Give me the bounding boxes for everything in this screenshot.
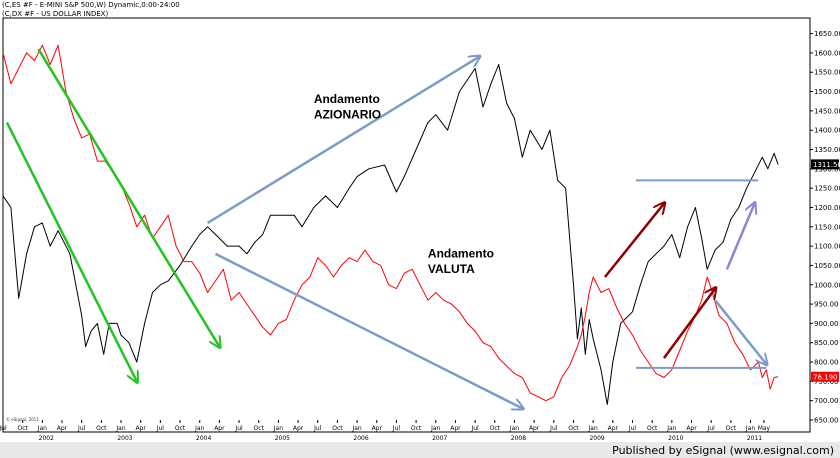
trend-arrow [714,299,766,364]
x-year-label: 2006 [353,435,368,442]
y-tick-label: 700.00 [814,397,839,405]
dollar-last-price-box [811,371,839,382]
x-month-label: May [758,425,771,432]
x-month-label: Jul [549,425,558,432]
chart-annotation: Andamento [314,92,380,106]
y-tick-label: 1450.00 [814,107,840,115]
y-tick-label: 850.00 [814,339,839,347]
y-tick-label: 1550.00 [814,69,840,77]
footer-bar [0,442,840,458]
x-month-label: Oct [411,425,422,432]
y-tick-label: 1500.00 [814,88,840,96]
y-tick-label: 1150.00 [814,223,840,231]
x-year-label: 2008 [511,435,526,442]
x-month-label: Jan [194,425,204,432]
trend-arrow [725,204,755,270]
equity-last-price-box [811,159,839,170]
y-tick-label: 1400.00 [814,127,840,135]
x-month-label: Jan [351,425,361,432]
x-month-label: Apr [686,425,697,432]
x-year-label: 2002 [39,435,54,442]
trend-arrow [37,48,219,347]
x-month-label: Jan [745,425,755,432]
copyright-text: © eSignal, 2011 [6,417,39,422]
equity-series-line [2,64,779,405]
x-month-label: Oct [96,425,107,432]
x-month-label: Oct [17,425,28,432]
x-month-label: Jul [628,425,637,432]
trend-arrow [214,252,522,409]
x-month-label: Oct [490,425,501,432]
x-year-label: 2010 [668,435,683,442]
y-tick-label: 1350.00 [814,146,840,154]
y-tick-label: 750.00 [814,378,839,386]
x-month-label: Jul [313,425,322,432]
x-month-label: Oct [726,425,737,432]
x-month-label: Jul [234,425,243,432]
chart-annotation: VALUTA [428,262,475,276]
x-month-label: Oct [332,425,343,432]
dollar-series-line [2,44,779,402]
trend-arrow [206,57,479,224]
y-tick-label: 1000.00 [814,281,840,289]
x-month-label: Apr [450,425,461,432]
trend-arrow [5,121,137,381]
x-month-label: Apr [372,425,383,432]
plot-frame [2,17,811,433]
x-month-label: Oct [175,425,186,432]
dollar-last-price-label: 76.190 [813,373,838,381]
x-month-label: Oct [568,425,579,432]
y-tick-label: 950.00 [814,301,839,309]
y-tick-label: 650.00 [814,417,839,425]
x-month-label: Oct [254,425,265,432]
y-tick-label: 1250.00 [814,185,840,193]
x-month-label: Jul [0,425,7,432]
x-month-label: Apr [214,425,225,432]
trend-arrow [603,204,664,278]
x-month-label: Jul [707,425,716,432]
x-year-label: 2004 [196,435,211,442]
chart-annotation: Andamento [428,247,494,261]
x-month-label: Jul [392,425,401,432]
x-year-label: 2011 [747,435,762,442]
x-month-label: Jan [666,425,676,432]
trend-arrow [662,289,715,359]
y-tick-label: 800.00 [814,359,839,367]
x-month-label: Jul [470,425,479,432]
y-tick-label: 1050.00 [814,262,840,270]
x-month-label: Apr [136,425,147,432]
x-month-label: Jul [156,425,165,432]
x-year-label: 2003 [117,435,132,442]
equity-last-price-label: 1311.50 [813,161,840,169]
x-month-label: Apr [293,425,304,432]
y-tick-label: 1600.00 [814,49,840,57]
y-tick-label: 900.00 [814,320,839,328]
x-month-label: Apr [57,425,68,432]
x-month-label: Jan [430,425,440,432]
x-year-label: 2005 [275,435,290,442]
price-chart: 650.00 700.00 750.00 800.00 850.00 900.00 950.… [0,17,840,442]
x-month-label: Jul [77,425,86,432]
x-month-label: Jan [588,425,598,432]
x-month-label: Jan [509,425,519,432]
header-equity-symbol: (C,ES #F - E-MINI S&P 500,W) Dynamic,0:0… [2,1,180,9]
x-year-label: 2009 [589,435,604,442]
x-month-label: Oct [647,425,658,432]
chart-annotation: AZIONARIO [314,108,381,122]
publisher-credit: Published by eSignal (www.esignal.com) [612,444,834,457]
y-tick-label: 1650.00 [814,30,840,38]
x-month-label: Apr [608,425,619,432]
x-month-label: Apr [529,425,540,432]
x-month-label: Jan [115,425,125,432]
x-month-label: Jan [273,425,283,432]
header-dollar-symbol: (C,DX #F - US DOLLAR INDEX) [2,10,109,18]
x-month-label: Jan [37,425,47,432]
x-year-label: 2007 [432,435,447,442]
y-tick-label: 1100.00 [814,243,840,251]
y-tick-label: 1200.00 [814,204,840,212]
